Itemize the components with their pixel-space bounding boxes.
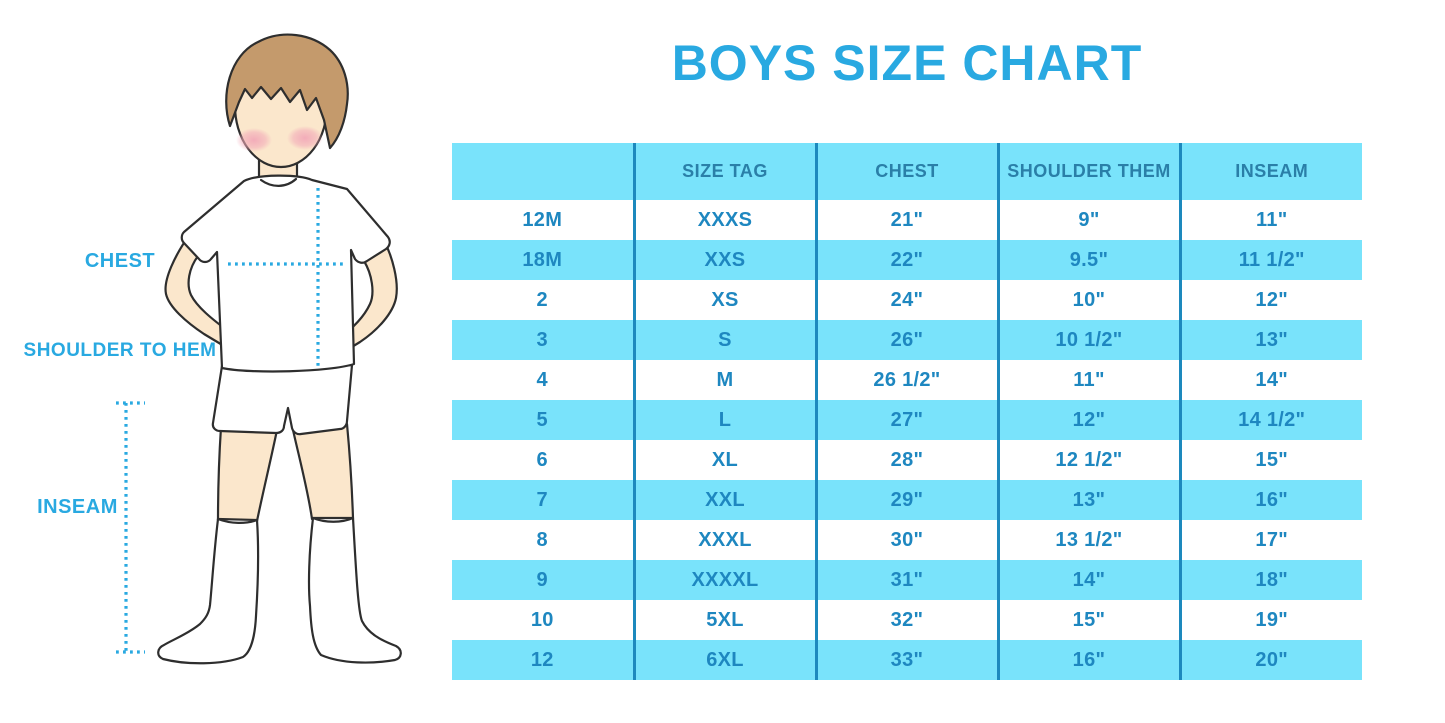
table-cell: 4	[536, 368, 548, 391]
table-row: 10 5XL 32" 15" 19"	[452, 600, 1362, 640]
table-cell: 12 1/2"	[996, 440, 1180, 480]
left-sock-cuff	[216, 517, 259, 524]
right-sock-shape	[307, 516, 402, 664]
table-cell: 24"	[814, 280, 998, 320]
table-cell: 16"	[996, 640, 1180, 680]
right-sock-cuff	[311, 516, 355, 523]
table-row: 4 M 26 1/2" 11" 14"	[452, 360, 1362, 400]
table-cell: 16"	[1178, 480, 1362, 520]
shorts-shape	[211, 363, 354, 436]
table-cell: XXXL	[632, 520, 816, 560]
table-cell: M	[632, 360, 816, 400]
table-cell: 27"	[814, 400, 998, 440]
table-row: 7 XXL 29" 13" 16"	[452, 480, 1362, 520]
collar-line	[259, 177, 298, 187]
table-row: 9 XXXXL 31" 14" 18"	[452, 560, 1362, 600]
column-header-shoulder-them: SHOULDER THEM	[996, 143, 1180, 200]
size-table-body: 12M XXXS 21" 9" 11" 18M XXS 22" 9.5" 11 1/2" 2 XS 24…	[452, 200, 1362, 680]
column-header-size-tag: SIZE TAG	[632, 143, 816, 200]
table-cell: 28"	[814, 440, 998, 480]
left-leg-shape	[216, 425, 279, 523]
table-cell: 11"	[1178, 200, 1362, 240]
table-row: 3 S 26" 10 1/2" 13"	[452, 320, 1362, 360]
table-cell: 33"	[814, 640, 998, 680]
table-cell: 9"	[996, 200, 1180, 240]
table-cell: 12"	[996, 400, 1180, 440]
table-cell: 2	[536, 288, 548, 311]
table-row: 5 L 27" 12" 14 1/2"	[452, 400, 1362, 440]
table-cell: 7	[536, 488, 548, 511]
table-cell: 14"	[996, 560, 1180, 600]
table-cell: 31"	[814, 560, 998, 600]
table-cell: 6XL	[632, 640, 816, 680]
table-cell: 10 1/2"	[996, 320, 1180, 360]
table-cell: XL	[632, 440, 816, 480]
table-cell: 26"	[814, 320, 998, 360]
column-header-blank	[452, 143, 634, 200]
hair-shape	[225, 33, 349, 150]
table-row: 8 XXXL 30" 13 1/2" 17"	[452, 520, 1362, 560]
size-table-header-row: SIZE TAG CHEST SHOULDER THEM INSEAM	[452, 143, 1362, 200]
inseam-measure-label: INSEAM	[37, 496, 118, 518]
table-row: 6 XL 28" 12 1/2" 15"	[452, 440, 1362, 480]
table-cell: 3	[536, 328, 548, 351]
table-row: 12M XXXS 21" 9" 11"	[452, 200, 1362, 240]
table-cell: 9.5"	[996, 240, 1180, 280]
table-cell: L	[632, 400, 816, 440]
table-cell: XS	[632, 280, 816, 320]
table-row: 12 6XL 33" 16" 20"	[452, 640, 1362, 680]
table-cell: 12	[530, 648, 554, 671]
table-cell: 12M	[522, 208, 563, 231]
column-header-inseam: INSEAM	[1178, 143, 1362, 200]
tshirt-shape	[180, 174, 391, 373]
table-cell: 10"	[996, 280, 1180, 320]
table-cell: 26 1/2"	[814, 360, 998, 400]
table-cell: 21"	[814, 200, 998, 240]
table-cell: 9	[536, 568, 548, 591]
table-cell: 13"	[1178, 320, 1362, 360]
table-cell: 14 1/2"	[1178, 400, 1362, 440]
right-cheek-blush	[287, 126, 323, 150]
table-cell: 15"	[1178, 440, 1362, 480]
table-cell: S	[632, 320, 816, 360]
table-cell: 11"	[996, 360, 1180, 400]
left-cheek-blush	[236, 128, 272, 152]
table-cell: XXXS	[632, 200, 816, 240]
column-header-chest: CHEST	[814, 143, 998, 200]
table-cell: 18"	[1178, 560, 1362, 600]
table-cell: 11 1/2"	[1178, 240, 1362, 280]
table-cell: 13 1/2"	[996, 520, 1180, 560]
table-cell: 8	[536, 528, 548, 551]
table-cell: 12"	[1178, 280, 1362, 320]
table-cell: 20"	[1178, 640, 1362, 680]
table-cell: XXL	[632, 480, 816, 520]
table-cell: 5XL	[632, 600, 816, 640]
table-cell: 32"	[814, 600, 998, 640]
table-cell: 13"	[996, 480, 1180, 520]
left-sock-shape	[157, 517, 260, 665]
table-cell: 5	[536, 408, 548, 431]
table-cell: 29"	[814, 480, 998, 520]
table-cell: XXXXL	[632, 560, 816, 600]
table-cell: 19"	[1178, 600, 1362, 640]
shoulder-to-hem-measure-label: SHOULDER TO HEM	[23, 340, 217, 361]
table-row: 18M XXS 22" 9.5" 11 1/2"	[452, 240, 1362, 280]
table-cell: 6	[536, 448, 548, 471]
table-cell: 30"	[814, 520, 998, 560]
table-cell: 17"	[1178, 520, 1362, 560]
right-leg-shape	[291, 422, 355, 521]
table-cell: 18M	[522, 248, 563, 271]
table-cell: 15"	[996, 600, 1180, 640]
page-title: BOYS SIZE CHART	[671, 35, 1143, 91]
table-cell: 10	[530, 608, 554, 631]
table-cell: 14"	[1178, 360, 1362, 400]
size-table: SIZE TAG CHEST SHOULDER THEM INSEAM 12M XXXS…	[452, 143, 1362, 680]
boy-illustration	[116, 33, 402, 665]
table-cell: 22"	[814, 240, 998, 280]
table-cell: XXS	[632, 240, 816, 280]
table-row: 2 XS 24" 10" 12"	[452, 280, 1362, 320]
chest-measure-label: CHEST	[84, 250, 156, 272]
